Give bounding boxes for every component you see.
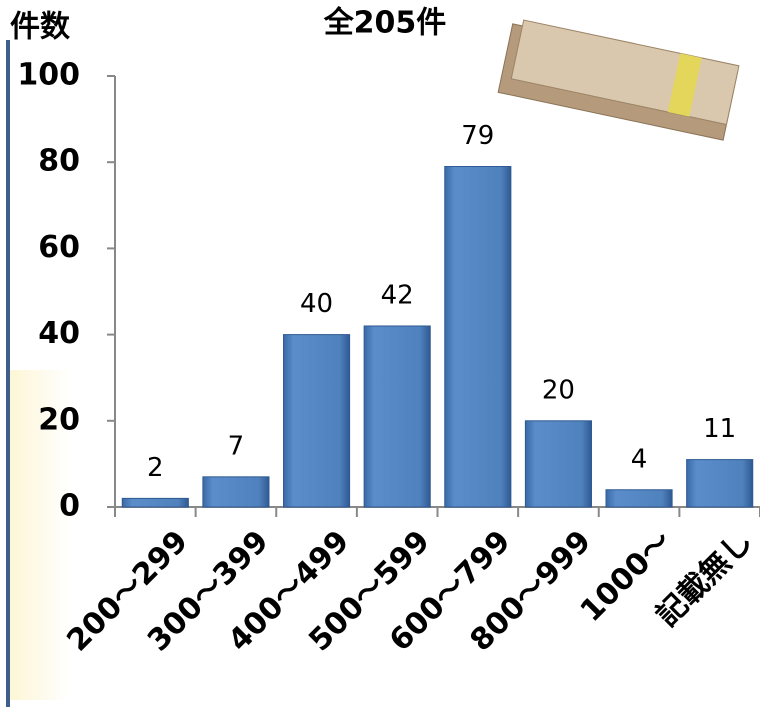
background-accent <box>10 370 70 700</box>
data-label: 2 <box>147 453 164 483</box>
data-label: 11 <box>703 414 736 444</box>
bar <box>121 497 189 508</box>
bar <box>524 420 592 508</box>
y-tick-label: 0 <box>59 489 80 524</box>
bar <box>363 325 431 508</box>
money-decoration <box>497 19 740 141</box>
y-tick-label: 100 <box>17 58 80 93</box>
data-label: 20 <box>542 375 575 405</box>
bar <box>283 334 351 508</box>
bar <box>605 489 673 508</box>
y-tick-label: 80 <box>38 144 80 179</box>
left-border <box>6 40 10 707</box>
bar <box>444 166 512 508</box>
y-tick-label: 20 <box>38 402 80 437</box>
y-tick-label: 60 <box>38 230 80 265</box>
data-label: 4 <box>631 444 648 474</box>
chart-title: 全205件 <box>323 6 447 41</box>
data-label: 79 <box>461 121 494 151</box>
data-label: 7 <box>228 431 245 461</box>
data-label: 40 <box>300 289 333 319</box>
y-tick-label: 40 <box>38 316 80 351</box>
y-axis-label: 件数 <box>10 10 71 45</box>
bar <box>202 476 270 508</box>
bar <box>686 459 754 508</box>
data-label: 42 <box>381 280 414 310</box>
